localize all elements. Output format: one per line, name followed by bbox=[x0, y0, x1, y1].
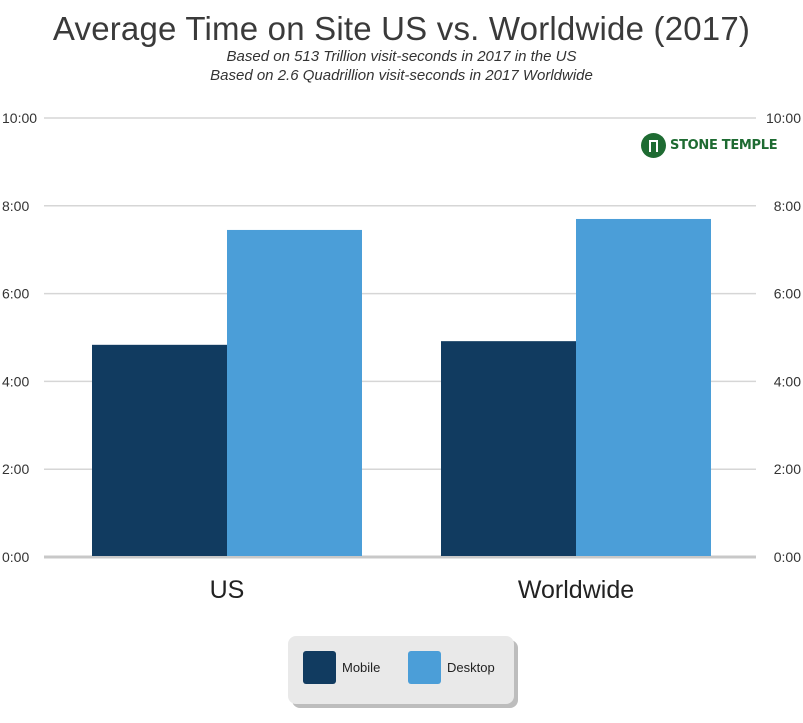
bar-desktop-worldwide bbox=[576, 218, 711, 556]
stone-temple-logo: STONE TEMPLE bbox=[641, 132, 778, 159]
stone-temple-logo-icon bbox=[641, 133, 666, 158]
y-tick-label-left: 4:00 bbox=[2, 373, 29, 389]
chart-subtitle-us: Based on 513 Trillion visit-seconds in 2… bbox=[226, 48, 577, 65]
bar-mobile-us bbox=[92, 344, 227, 556]
legend-label-desktop: Desktop bbox=[447, 660, 495, 675]
legend-item-desktop: Desktop bbox=[408, 651, 495, 684]
y-tick-label-right: 10:00 bbox=[766, 110, 801, 126]
logo-text: STONE TEMPLE bbox=[670, 138, 778, 153]
y-tick-label-right: 4:00 bbox=[774, 373, 801, 389]
y-tick-label-right: 8:00 bbox=[774, 198, 801, 214]
bar-chart: 0:00 0:00 2:00 2:00 4:00 4:00 6:00 6:00 8:00 8:00… bbox=[2, 110, 801, 604]
bar-mobile-worldwide bbox=[441, 341, 576, 556]
y-tick-label-right: 6:00 bbox=[774, 286, 801, 302]
y-tick-label-left: 6:00 bbox=[2, 286, 29, 302]
y-tick-label-left: 8:00 bbox=[2, 198, 29, 214]
legend-swatch-mobile bbox=[303, 651, 336, 684]
x-category-label: Worldwide bbox=[518, 576, 634, 604]
bar-desktop-us bbox=[227, 229, 362, 556]
y-tick-label-right: 2:00 bbox=[774, 461, 801, 477]
y-tick-label-right: 0:00 bbox=[774, 549, 801, 565]
chart-title: Average Time on Site US vs. Worldwide (2… bbox=[52, 10, 751, 47]
y-tick-label-left: 0:00 bbox=[2, 549, 29, 565]
x-category-label: US bbox=[210, 576, 245, 604]
y-tick-label-left: 10:00 bbox=[2, 110, 37, 126]
chart-legend: Mobile Desktop bbox=[288, 636, 514, 704]
legend-label-mobile: Mobile bbox=[342, 660, 381, 675]
legend-swatch-desktop bbox=[408, 651, 441, 684]
chart-subtitle-worldwide: Based on 2.6 Quadrillion visit-seconds i… bbox=[210, 67, 593, 84]
y-tick-label-left: 2:00 bbox=[2, 461, 29, 477]
legend-item-mobile: Mobile bbox=[303, 651, 380, 684]
